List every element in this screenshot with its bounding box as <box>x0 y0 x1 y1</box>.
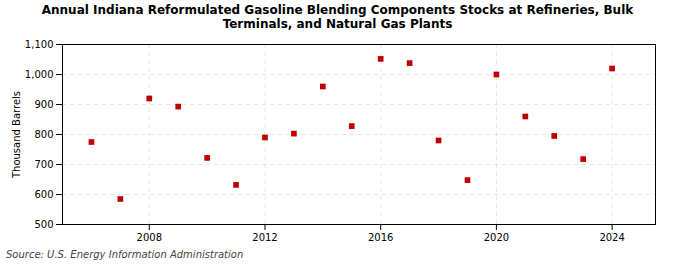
svg-text:2020: 2020 <box>484 231 509 242</box>
html-text:Annual Indiana Reformulated Ga: Annual Indiana Reformulated Gasoline Ble… <box>41 3 634 32</box>
svg-text:600: 600 <box>34 188 53 199</box>
svg-text:1,100: 1,100 <box>25 38 54 49</box>
svg-text:900: 900 <box>34 98 53 109</box>
svg-text:1,000: 1,000 <box>25 68 54 79</box>
svg-text:700: 700 <box>34 158 53 169</box>
svg-text:2008: 2008 <box>137 231 162 242</box>
svg-text:800: 800 <box>34 128 53 139</box>
svg-text:2016: 2016 <box>368 231 393 242</box>
svg-text:2024: 2024 <box>599 231 624 242</box>
svg-text:Thousand Barrels: Thousand Barrels <box>11 91 22 179</box>
html-text:Source: U.S. Energy Informatio: Source: U.S. Energy Information Administ… <box>6 248 244 260</box>
svg-text:2012: 2012 <box>252 231 277 242</box>
svg-text:500: 500 <box>34 218 53 229</box>
